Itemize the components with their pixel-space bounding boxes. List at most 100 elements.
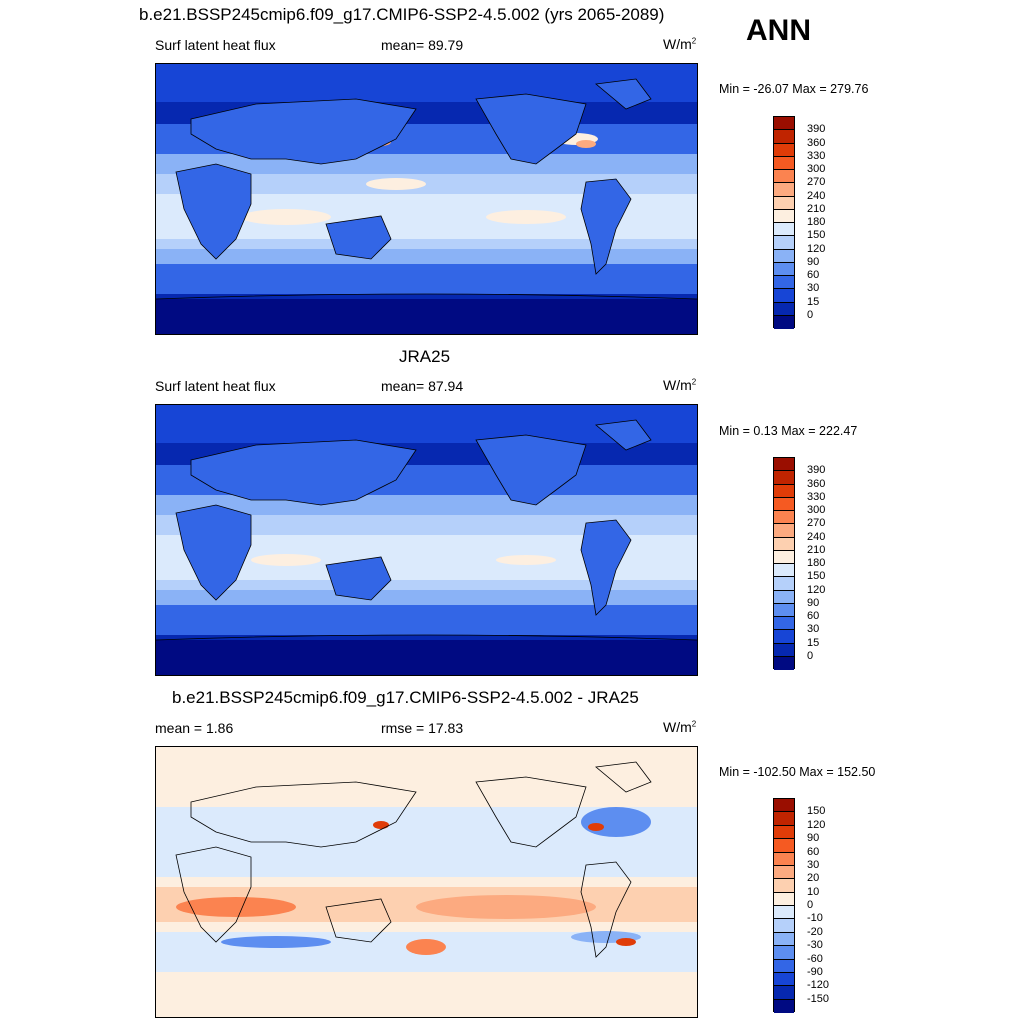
colorbar-tick-label: 120 — [807, 818, 826, 831]
panel3-map-image — [156, 747, 697, 1017]
colorbar-swatch — [774, 812, 794, 826]
colorbar-tick-label: 15 — [807, 295, 820, 308]
colorbar-tick-label: 0 — [807, 308, 814, 321]
colorbar-swatch — [774, 170, 794, 184]
colorbar-swatch — [774, 617, 794, 631]
colorbar-tick-label: -10 — [807, 912, 823, 925]
colorbar-tick-label: 180 — [807, 216, 826, 228]
colorbar-tick-label: 0 — [807, 899, 814, 911]
panel2-map — [155, 404, 698, 676]
colorbar-tick-label: 210 — [807, 202, 826, 215]
colorbar-tick-label: 150 — [807, 805, 826, 818]
colorbar-swatch — [774, 959, 794, 973]
panel2-map-image — [156, 405, 697, 675]
panel2-units-label: W/m2 — [663, 377, 697, 393]
colorbar-tick-label: 390 — [807, 464, 826, 477]
colorbar-tick-label: 90 — [807, 596, 820, 609]
main-title: b.e21.BSSP245cmip6.f09_g17.CMIP6-SSP2-4.… — [139, 5, 665, 24]
colorbar-swatch — [774, 484, 794, 498]
colorbar-swatch — [774, 223, 794, 237]
colorbar-tick-label: 30 — [807, 858, 820, 871]
colorbar-swatch — [774, 302, 794, 316]
panel1-variable-label: Surf latent heat flux — [155, 37, 276, 53]
colorbar-tick-label: 120 — [807, 583, 826, 596]
colorbar-tick-label: -30 — [807, 939, 823, 952]
colorbar-swatch — [774, 209, 794, 223]
colorbar-tick-label: 330 — [807, 490, 826, 503]
colorbar-tick-label: 240 — [807, 530, 826, 543]
colorbar-swatch — [774, 130, 794, 144]
panel3-mean-label: mean = 1.86 — [155, 720, 234, 736]
colorbar-swatch — [774, 906, 794, 920]
colorbar-tick-label: 210 — [807, 543, 826, 556]
colorbar-swatch — [774, 643, 794, 657]
colorbar-swatch — [774, 564, 794, 578]
colorbar-tick-label: 240 — [807, 189, 826, 202]
colorbar-swatch — [774, 932, 794, 947]
colorbar-swatch — [774, 236, 794, 250]
panel2-variable-label: Surf latent heat flux — [155, 378, 276, 394]
panel3-minmax: Min = -102.50 Max = 152.50 — [719, 765, 876, 779]
colorbar-swatch — [774, 603, 794, 617]
season-label: ANN — [746, 14, 811, 47]
colorbar-tick-label: -20 — [807, 925, 823, 938]
colorbar-swatch — [774, 550, 794, 564]
panel3-colorbar — [773, 798, 795, 1013]
panel1-minmax: Min = -26.07 Max = 279.76 — [719, 82, 869, 96]
colorbar-swatch — [774, 262, 794, 276]
colorbar-swatch — [774, 946, 794, 960]
colorbar-tick-label: 90 — [807, 255, 820, 268]
colorbar-swatch — [774, 865, 794, 880]
colorbar-tick-label: 60 — [807, 269, 820, 281]
colorbar-tick-label: 30 — [807, 282, 820, 295]
panel1-units-label: W/m2 — [663, 36, 697, 52]
panel3-title: b.e21.BSSP245cmip6.f09_g17.CMIP6-SSP2-4.… — [172, 688, 639, 707]
colorbar-tick-label: 15 — [807, 636, 820, 649]
colorbar-tick-label: 330 — [807, 149, 826, 162]
colorbar-tick-label: 20 — [807, 872, 820, 885]
colorbar-swatch — [774, 289, 794, 303]
colorbar-tick-label: 30 — [807, 623, 820, 636]
colorbar-tick-label: 360 — [807, 136, 826, 149]
colorbar-swatch — [774, 999, 794, 1013]
colorbar-tick-label: -150 — [807, 992, 830, 1005]
colorbar-swatch — [774, 196, 794, 210]
colorbar-swatch — [774, 892, 794, 906]
colorbar-swatch — [774, 537, 794, 551]
colorbar-tick-label: 90 — [807, 832, 820, 845]
colorbar-tick-label: 60 — [807, 610, 820, 622]
colorbar-tick-label: 390 — [807, 123, 826, 136]
panel3-map — [155, 746, 698, 1018]
colorbar-swatch — [774, 315, 794, 329]
panel2-title: JRA25 — [399, 347, 451, 366]
panel1-mean-label: mean= 89.79 — [381, 37, 464, 53]
colorbar-swatch — [774, 972, 794, 987]
colorbar-tick-label: 60 — [807, 845, 820, 858]
colorbar-swatch — [774, 630, 794, 644]
colorbar-swatch — [774, 986, 794, 1000]
colorbar-tick-label: 360 — [807, 477, 826, 490]
colorbar-swatch — [774, 839, 794, 853]
colorbar-swatch — [774, 276, 794, 290]
colorbar-swatch — [774, 156, 794, 170]
colorbar-swatch — [774, 852, 794, 866]
colorbar-tick-label: 10 — [807, 885, 820, 898]
colorbar-tick-label: 0 — [807, 649, 814, 662]
colorbar-swatch — [774, 471, 794, 485]
colorbar-tick-label: 180 — [807, 557, 826, 569]
colorbar-swatch — [774, 511, 794, 525]
panel3-rmse-label: rmse = 17.83 — [381, 720, 464, 736]
colorbar-swatch — [774, 825, 794, 840]
panel2-colorbar — [773, 457, 795, 670]
colorbar-swatch — [774, 497, 794, 511]
colorbar-swatch — [774, 656, 794, 670]
colorbar-swatch — [774, 799, 794, 813]
colorbar-tick-label: 150 — [807, 570, 826, 583]
colorbar-swatch — [774, 577, 794, 591]
colorbar-swatch — [774, 524, 794, 538]
colorbar-swatch — [774, 143, 794, 157]
panel1-map-image — [156, 64, 697, 334]
colorbar-swatch — [774, 458, 794, 472]
panel2-mean-label: mean= 87.94 — [381, 378, 464, 394]
colorbar-tick-label: -90 — [807, 965, 823, 978]
